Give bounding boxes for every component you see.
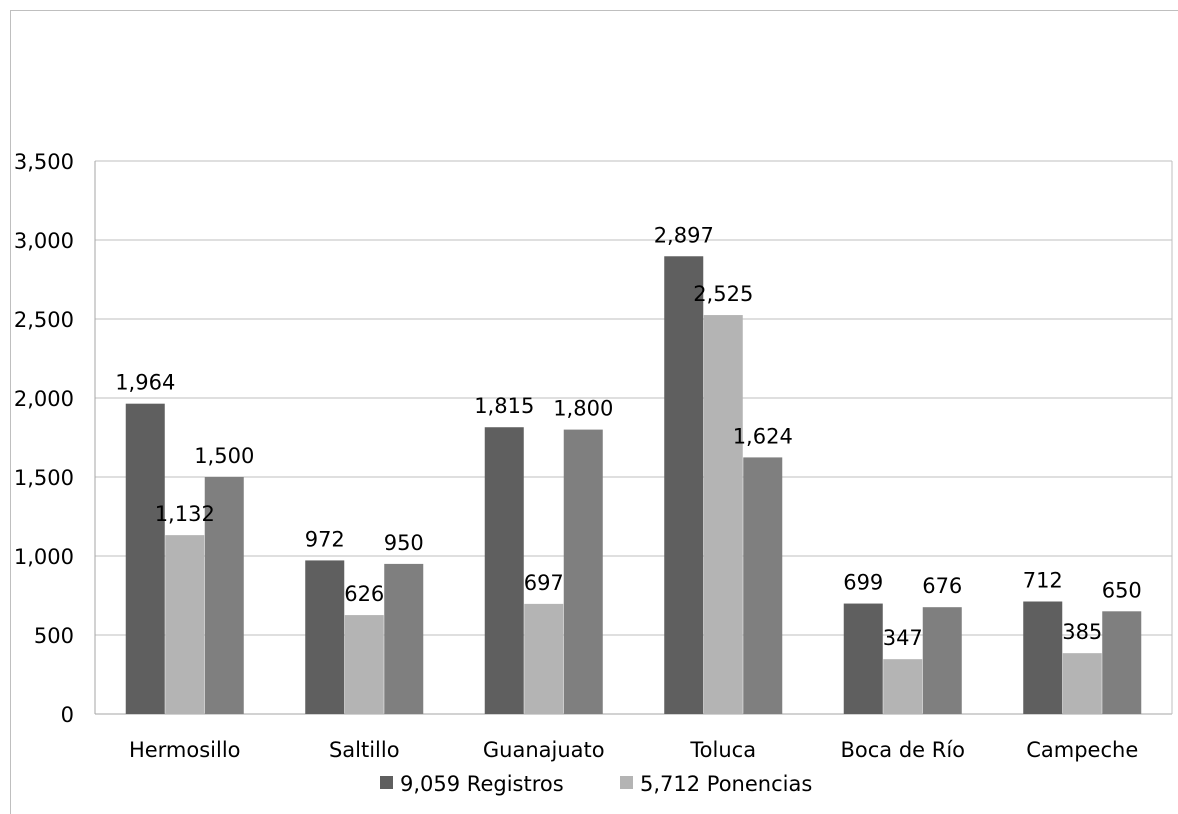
legend: 9,059 Registros 5,712 Ponencias (380, 772, 812, 796)
data-label: 2,525 (693, 282, 753, 306)
data-label: 1,132 (155, 502, 215, 526)
y-tick-label: 500 (34, 624, 74, 648)
bar (883, 659, 923, 714)
y-tick-label: 0 (61, 703, 74, 727)
data-label: 626 (344, 582, 384, 606)
legend-swatch (620, 776, 633, 789)
legend-label: 5,712 Ponencias (640, 772, 812, 796)
data-label: 1,624 (733, 424, 793, 448)
data-label: 972 (305, 527, 345, 551)
x-tick-label: Hermosillo (129, 738, 241, 762)
bar (305, 560, 345, 714)
x-tick-label: Boca de Río (840, 738, 965, 762)
bar (922, 607, 962, 714)
bars (125, 256, 1142, 714)
y-tick-label: 2,000 (14, 387, 74, 411)
bar (664, 256, 704, 714)
bar (344, 615, 384, 714)
bar (1062, 653, 1102, 714)
x-tick-label: Guanajuato (483, 738, 605, 762)
data-label: 1,964 (115, 371, 175, 395)
data-label: 697 (524, 571, 564, 595)
bar (703, 315, 743, 714)
data-label: 1,500 (194, 444, 254, 468)
x-tick-label: Saltillo (329, 738, 400, 762)
bar (204, 477, 244, 714)
data-label: 699 (843, 571, 883, 595)
bar (563, 429, 603, 714)
gridlines (94, 160, 1173, 715)
data-label: 2,897 (654, 223, 714, 247)
y-tick-label: 1,500 (14, 466, 74, 490)
data-label: 347 (883, 626, 923, 650)
data-label: 712 (1023, 569, 1063, 593)
bar (125, 403, 165, 714)
x-tick-label: Toluca (689, 738, 756, 762)
bar (1023, 601, 1063, 714)
y-tick-label: 3,000 (14, 229, 74, 253)
data-label: 650 (1102, 578, 1142, 602)
data-label: 1,800 (553, 397, 613, 421)
bar (1102, 611, 1142, 714)
bar (843, 603, 883, 714)
x-axis-tick-labels: Hermosillo Saltillo Guanajuato Toluca Boca d… (129, 738, 1138, 762)
legend-swatch (380, 776, 393, 789)
y-axis-tick-labels: 0 500 1,000 1,500 2,000 2,500 3,000 3,500 (14, 150, 74, 727)
y-tick-label: 2,500 (14, 308, 74, 332)
data-label: 676 (922, 574, 962, 598)
y-tick-label: 1,000 (14, 545, 74, 569)
data-label: 950 (384, 531, 424, 555)
bar (484, 427, 524, 714)
legend-label: 9,059 Registros (400, 772, 564, 796)
chart-frame (10, 10, 1178, 814)
x-tick-label: Campeche (1026, 738, 1138, 762)
bar (743, 457, 783, 714)
bar (384, 563, 424, 714)
data-labels: 1,964 1,132 1,500 972 626 950 1,815 697 1,800 2,8… (115, 223, 1142, 650)
bar (524, 603, 564, 714)
y-tick-label: 3,500 (14, 150, 74, 174)
data-label: 1,815 (474, 394, 534, 418)
bar (165, 535, 205, 714)
data-label: 385 (1062, 620, 1102, 644)
